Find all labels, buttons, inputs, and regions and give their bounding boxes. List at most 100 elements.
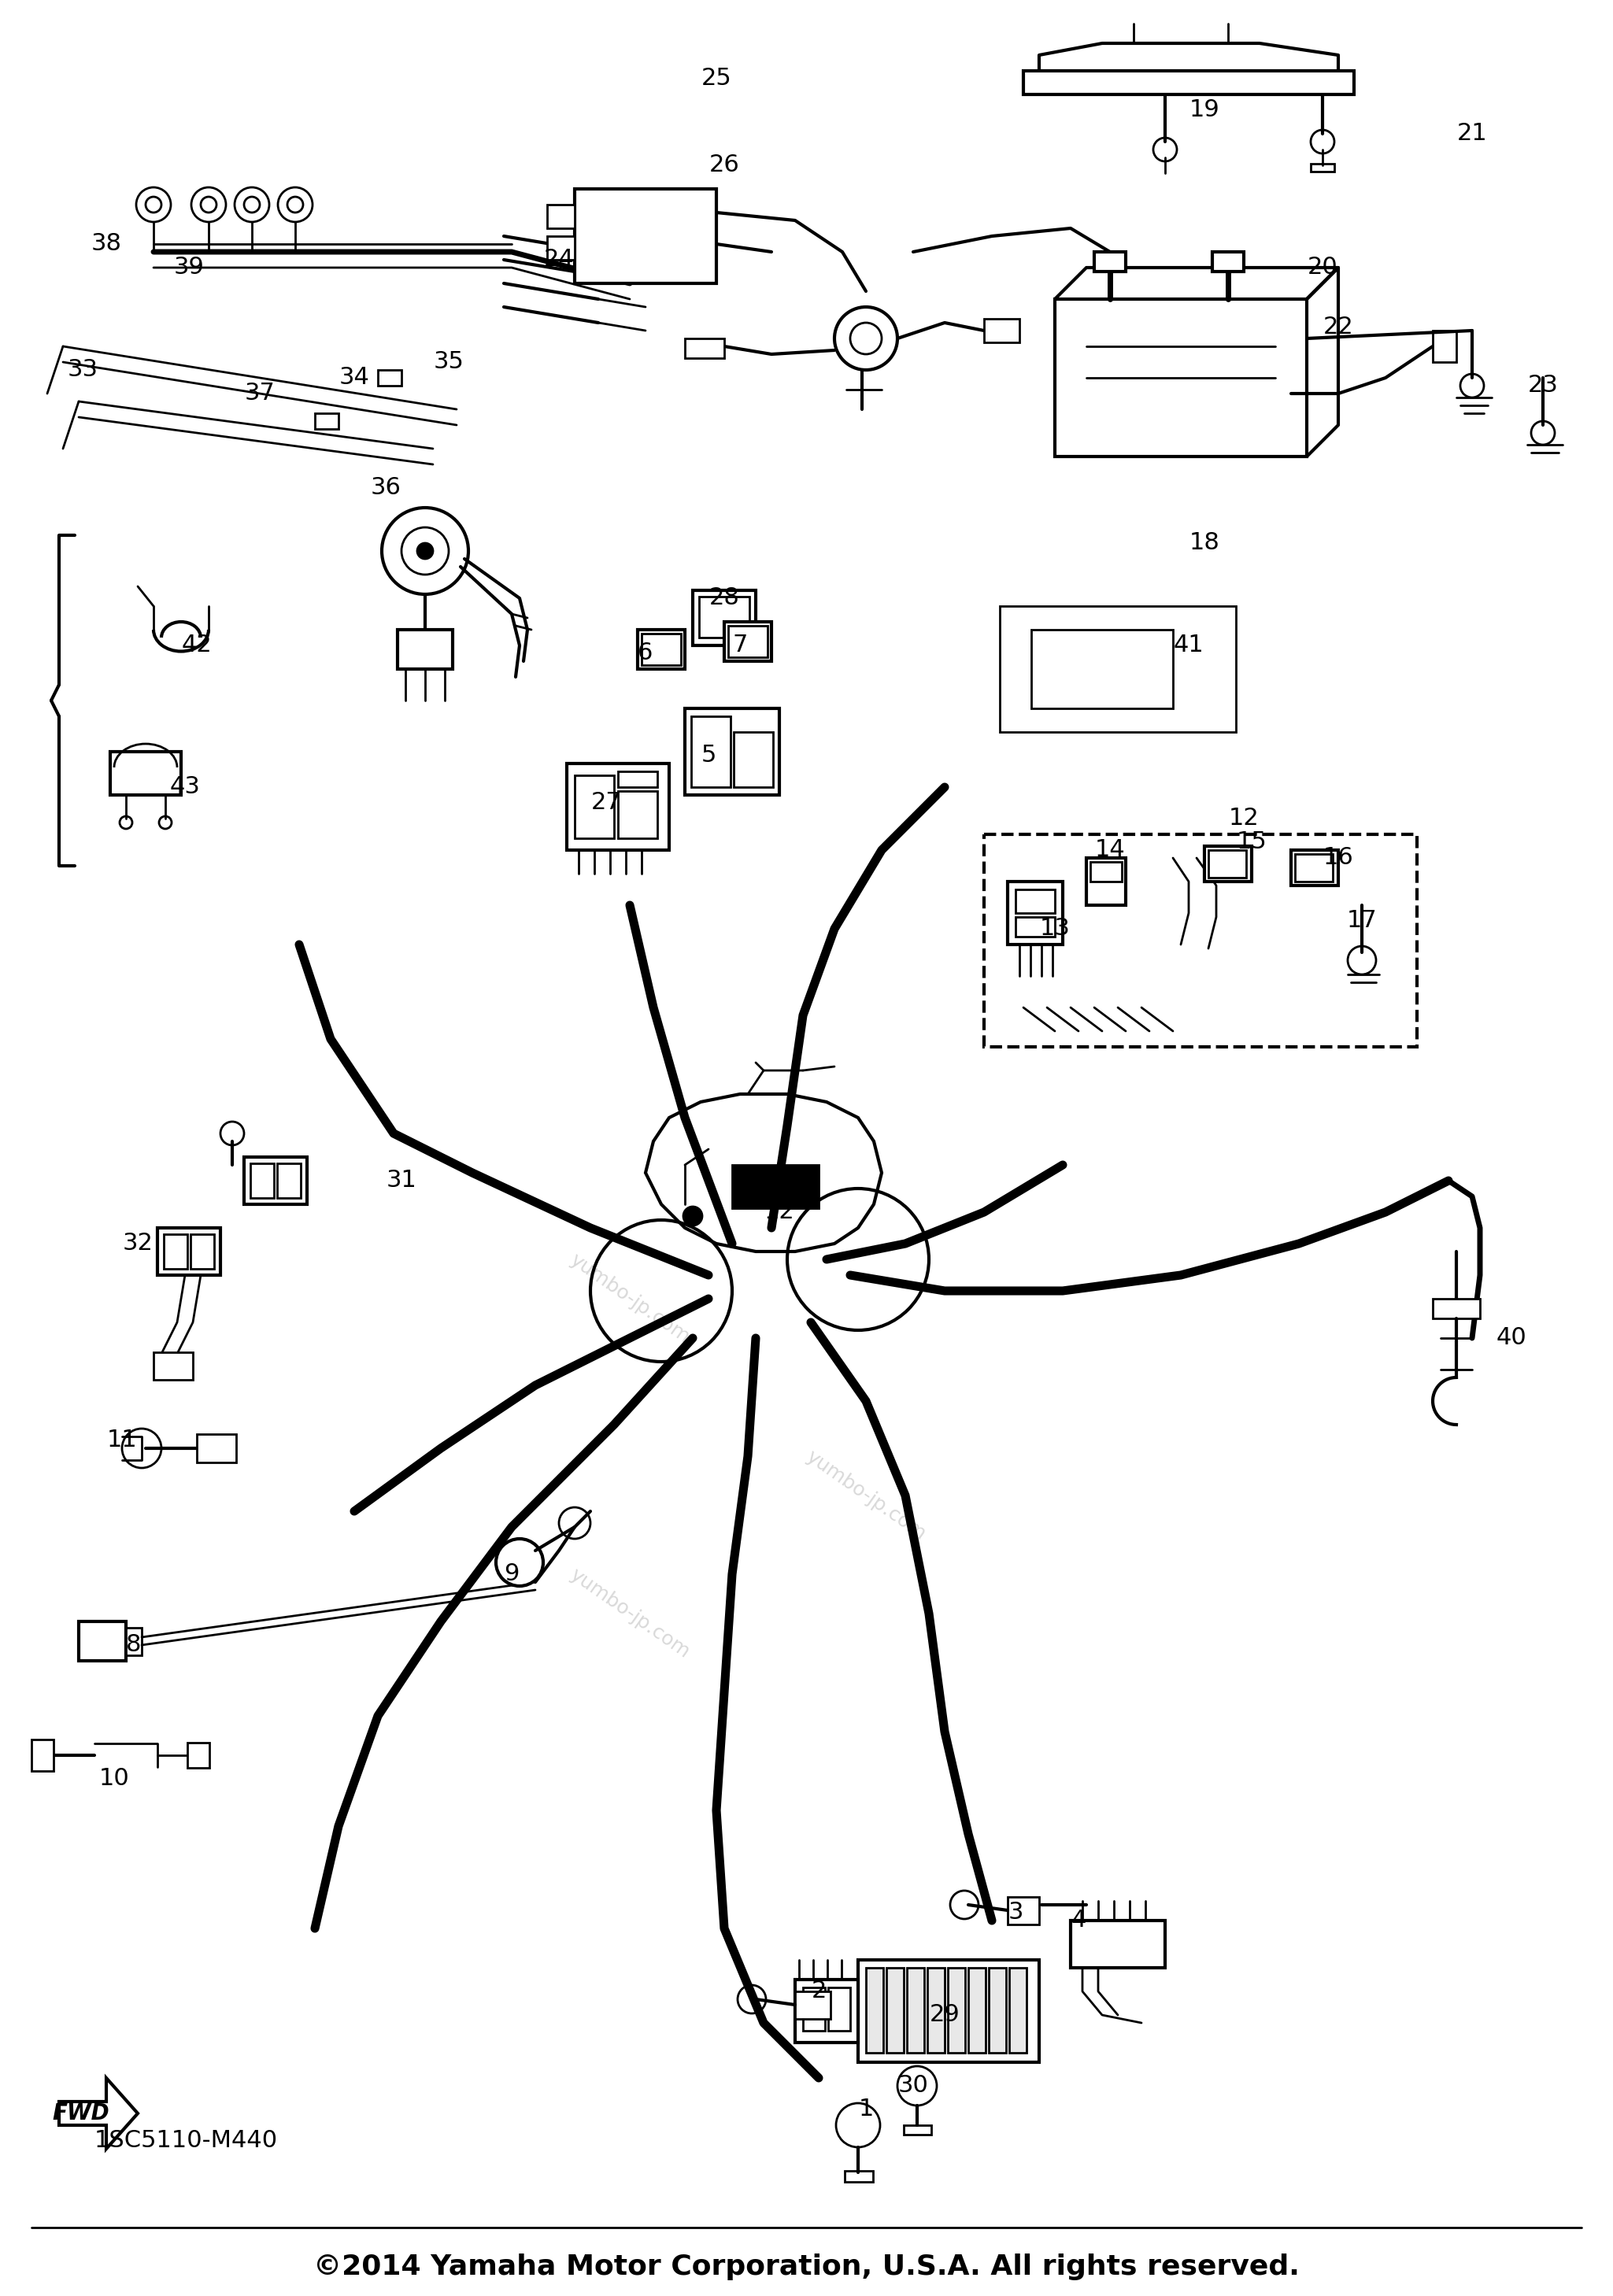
Bar [618,792,658,838]
Text: 27: 27 [590,792,621,815]
Bar [692,716,731,788]
Text: 7: 7 [732,634,747,657]
Bar [803,1988,824,2030]
Bar [989,1968,1007,2053]
Text: 16: 16 [1323,847,1353,870]
Text: 4: 4 [1071,1910,1086,1931]
Bar [574,188,716,282]
Bar [927,1968,945,2053]
Bar [642,634,681,666]
Text: 38: 38 [90,232,121,255]
Bar [277,1164,300,1199]
Bar [250,1164,274,1199]
Circle shape [244,197,260,214]
Text: 41: 41 [1173,634,1203,657]
Text: yumbo-jp.com: yumbo-jp.com [566,1566,694,1662]
Text: 35: 35 [434,351,465,374]
Bar [984,833,1416,1047]
Circle shape [684,1208,702,1226]
Bar [566,765,669,850]
Bar [1432,1300,1481,1318]
Bar [158,1228,221,1274]
Bar [574,776,615,838]
Text: 40: 40 [1497,1327,1526,1350]
Text: 36: 36 [371,478,402,501]
Bar [692,590,756,645]
Text: 11: 11 [106,1428,137,1451]
Text: 25: 25 [702,67,732,90]
Bar [244,1157,306,1205]
Text: 20: 20 [1307,257,1337,280]
Bar [1432,331,1457,363]
Circle shape [418,544,432,558]
Circle shape [192,188,226,223]
Text: 13: 13 [1039,918,1069,939]
Bar [1031,629,1173,709]
Bar [734,732,773,788]
Bar [984,319,1019,342]
Text: 5: 5 [702,744,716,767]
Text: 39: 39 [174,257,205,280]
Text: 28: 28 [710,588,739,611]
Text: 42: 42 [182,634,211,657]
Text: 29: 29 [929,2004,960,2027]
Bar [845,2170,873,2181]
Bar [377,370,402,386]
Bar [1213,253,1244,271]
Text: 12: 12 [765,1201,795,1224]
Text: 2: 2 [811,1979,826,2002]
Bar [907,1968,924,2053]
Text: 10: 10 [98,1768,129,1791]
Bar [618,771,658,788]
Text: 18: 18 [1189,533,1219,556]
Bar [1016,916,1055,937]
Bar [1295,854,1332,882]
Text: ©2014 Yamaha Motor Corporation, U.S.A. All rights reserved.: ©2014 Yamaha Motor Corporation, U.S.A. A… [313,2252,1298,2280]
Bar [887,1968,903,2053]
Circle shape [382,507,468,595]
Text: 22: 22 [1323,315,1353,338]
Bar [547,204,574,227]
Bar [79,1621,126,1660]
Text: 8: 8 [126,1635,142,1655]
Bar [197,1435,235,1463]
Text: 33: 33 [68,358,98,381]
Bar [110,751,181,794]
Circle shape [145,197,161,214]
Bar [866,1968,884,2053]
Circle shape [834,308,897,370]
Bar [1094,253,1126,271]
Text: 34: 34 [339,367,369,390]
Bar [1055,298,1307,457]
Text: 21: 21 [1457,122,1487,145]
Bar [1016,889,1055,914]
Bar [948,1968,965,2053]
Text: 32: 32 [123,1233,153,1256]
Bar [686,338,724,358]
Bar [724,622,771,661]
Text: 23: 23 [1528,374,1558,397]
Bar [795,1991,831,2018]
Bar [397,629,453,668]
Bar [32,1740,53,1770]
Bar [732,1164,819,1208]
Text: 26: 26 [710,154,739,177]
Bar [1090,861,1121,882]
Text: 43: 43 [169,776,200,799]
Text: 1: 1 [858,2099,874,2122]
Text: 14: 14 [1095,838,1126,861]
Bar [795,1979,858,2043]
Text: 31: 31 [386,1169,416,1192]
Circle shape [234,188,269,223]
Circle shape [850,324,882,354]
Bar [968,1968,986,2053]
Bar [686,709,779,794]
Text: 19: 19 [1189,99,1219,122]
Text: 37: 37 [245,381,276,404]
Bar [190,1235,215,1270]
Bar [1205,847,1252,882]
Bar [1000,606,1236,732]
Bar [637,629,686,668]
Text: 3: 3 [1008,1901,1023,1924]
Text: 12: 12 [1229,808,1260,831]
